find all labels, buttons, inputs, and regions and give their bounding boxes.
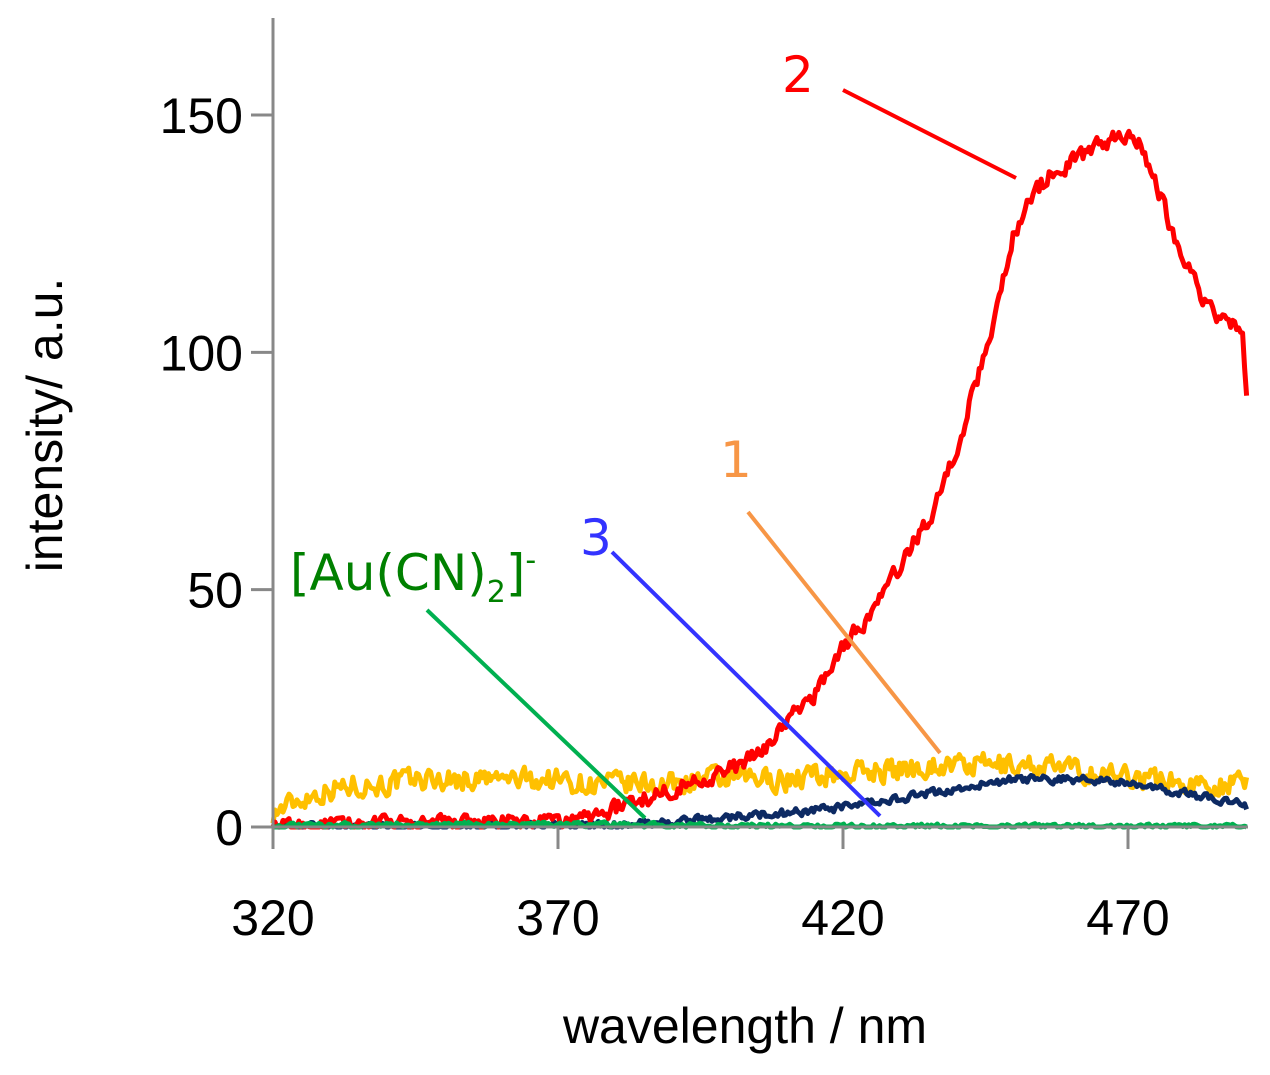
leader-line-au-cn2	[425, 608, 647, 820]
series-label-2: 2	[782, 46, 814, 104]
leader-line-2	[842, 88, 1017, 180]
series-label-3: 3	[580, 509, 612, 567]
series-label-au-cn2: [Au(CN)2]-	[290, 543, 536, 610]
leader-line-1	[746, 510, 942, 755]
x-tick-label: 370	[516, 890, 599, 946]
series-line-2	[270, 128, 1250, 830]
axes	[271, 18, 1248, 848]
leader-line-3	[610, 550, 882, 818]
series-label-au-cn2-sup: -	[525, 543, 536, 578]
series-label-au-cn2-main: [Au(CN)	[290, 544, 487, 602]
series-label-au-cn2-after: ]	[506, 544, 526, 602]
y-tick-label: 100	[160, 325, 243, 381]
x-ticks: 320 370 420 470	[231, 827, 1170, 946]
y-tick-label: 150	[160, 88, 243, 144]
x-axis-title: wavelength / nm	[562, 998, 927, 1054]
leader-lines	[425, 88, 1017, 820]
series-label-au-cn2-sub: 2	[487, 575, 506, 610]
x-tick-label: 470	[1086, 890, 1169, 946]
series-line-1	[270, 750, 1250, 824]
x-tick-label: 320	[231, 890, 314, 946]
series-layer	[270, 128, 1250, 830]
y-axis-title: intensity/ a.u.	[17, 278, 73, 573]
x-tick-label: 420	[801, 890, 884, 946]
y-tick-label: 0	[215, 800, 243, 856]
series-label-1: 1	[720, 431, 752, 489]
y-tick-label: 50	[187, 563, 243, 619]
y-ticks: 0 50 100 150	[160, 88, 273, 856]
